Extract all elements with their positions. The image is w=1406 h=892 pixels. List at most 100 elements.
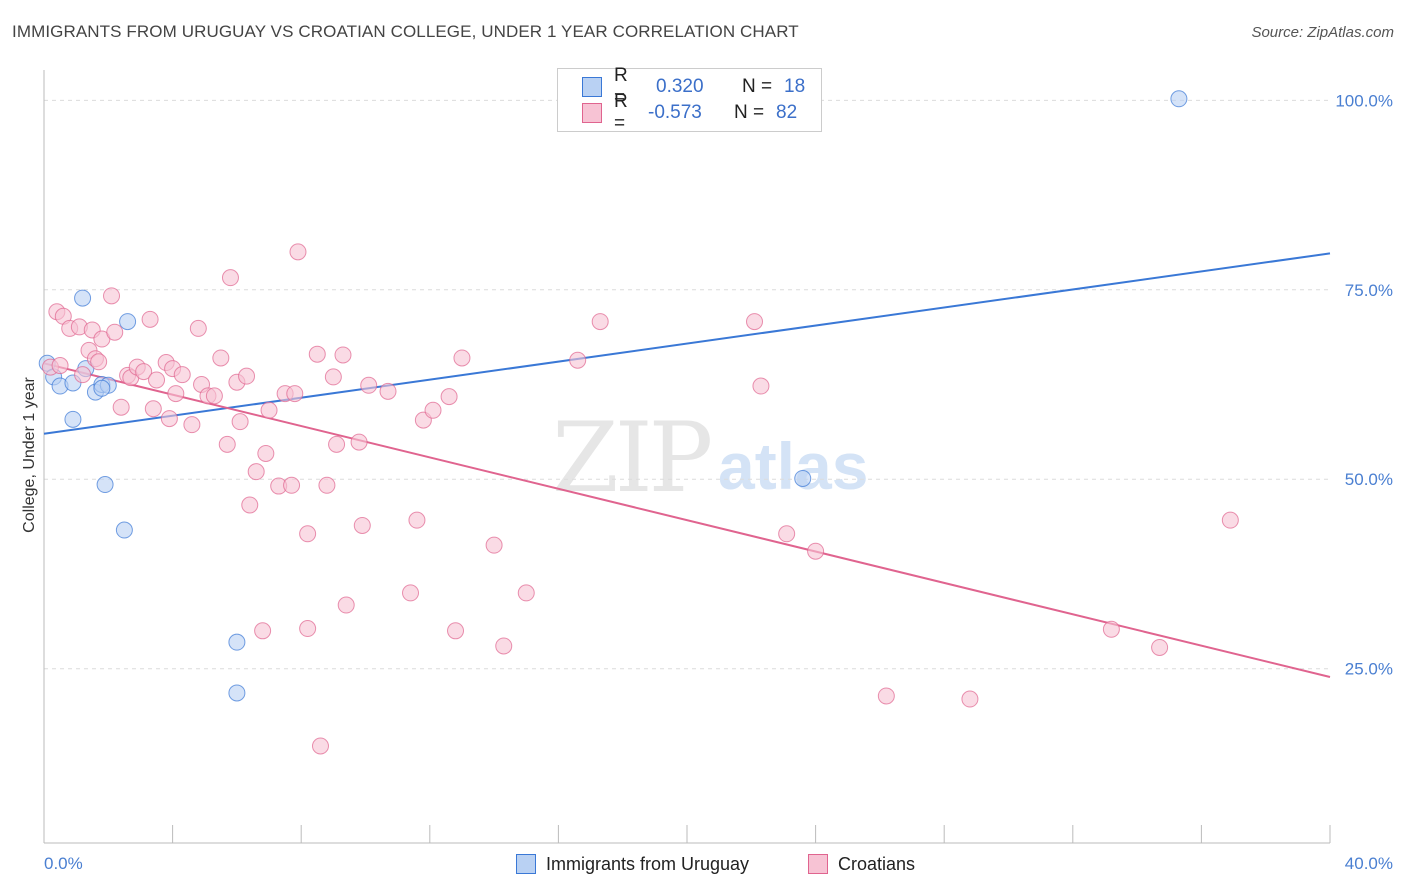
point-croatian <box>286 385 304 403</box>
point-croatian <box>144 400 162 418</box>
point-croatian <box>238 367 256 385</box>
legend-r-label: R = <box>614 65 628 108</box>
point-uruguay <box>1170 90 1188 108</box>
point-uruguay <box>96 476 114 494</box>
y-tick-label: 75.0% <box>1345 281 1393 300</box>
point-croatian <box>424 401 442 419</box>
legend-r-value: 0.320 <box>656 76 704 97</box>
point-croatian <box>517 584 535 602</box>
point-croatian <box>103 287 121 305</box>
bottom-legend-label-croatians: Croatians <box>838 853 916 874</box>
bottom-legend-swatch-uruguay <box>516 854 536 874</box>
point-croatian <box>961 690 979 708</box>
point-croatian <box>260 401 278 419</box>
point-croatian <box>141 310 159 328</box>
point-croatian <box>318 476 336 494</box>
chart-title: IMMIGRANTS FROM URUGUAY VS CROATIAN COLL… <box>12 22 799 41</box>
point-croatian <box>311 737 329 755</box>
point-croatian <box>283 476 301 494</box>
point-croatian <box>877 687 895 705</box>
legend-n-label: N = <box>734 102 765 123</box>
legend-swatch-croatians <box>582 103 602 123</box>
point-croatian <box>299 620 317 638</box>
point-croatian <box>337 596 355 614</box>
point-croatian <box>440 388 458 406</box>
point-croatian <box>212 349 230 367</box>
point-croatian <box>778 525 796 543</box>
point-uruguay <box>119 313 137 331</box>
tick-labels: 25.0% 50.0% 75.0% 100.0% 0.0% 40.0% <box>44 91 1393 873</box>
legend-n-value: 18 <box>784 76 806 97</box>
point-croatian <box>402 584 420 602</box>
point-croatian <box>254 622 272 640</box>
legend-row-uruguay: R = 0.320 N = 18 <box>582 65 806 108</box>
point-uruguay <box>228 633 246 651</box>
trend-line-croatians <box>43 362 1331 679</box>
point-croatian <box>205 387 223 405</box>
point-uruguay <box>64 410 82 428</box>
point-croatian <box>1221 511 1239 529</box>
point-croatian <box>74 366 92 384</box>
point-croatian <box>1151 638 1169 656</box>
bottom-legend-swatch-croatians <box>808 854 828 874</box>
point-croatian <box>289 243 307 261</box>
point-uruguay <box>74 289 92 307</box>
point-croatian <box>148 371 166 389</box>
legend-n-value: 82 <box>776 102 798 123</box>
point-croatian <box>299 525 317 543</box>
legend-swatch-uruguay <box>582 77 602 97</box>
point-croatian <box>167 385 185 403</box>
point-uruguay <box>115 521 133 539</box>
bottom-legend-uruguay: Immigrants from Uruguay <box>516 852 749 876</box>
watermark-zip: ZIP <box>552 402 713 514</box>
bottom-legend-croatians: Croatians <box>808 852 915 876</box>
point-croatian <box>135 363 153 381</box>
source-credit: Source: ZipAtlas.com <box>1251 24 1394 41</box>
point-croatian <box>160 410 178 428</box>
watermark-atlas: atlas <box>718 429 869 503</box>
point-croatian <box>807 542 825 560</box>
y-tick-label: 50.0% <box>1345 470 1393 489</box>
point-croatian <box>447 622 465 640</box>
point-croatian <box>485 536 503 554</box>
point-croatian <box>112 398 130 416</box>
trend-line-uruguay <box>43 252 1331 435</box>
point-croatian <box>1102 620 1120 638</box>
y-tick-label: 100.0% <box>1335 91 1393 110</box>
point-croatian <box>324 368 342 386</box>
legend-r-label: R = <box>614 91 628 134</box>
point-croatian <box>189 319 207 337</box>
y-axis-label: College, Under 1 year <box>21 377 38 533</box>
bottom-legend-label-uruguay: Immigrants from Uruguay <box>546 853 750 874</box>
point-uruguay <box>794 469 812 487</box>
point-croatian <box>495 637 513 655</box>
legend-row-croatians: R = -0.573 N = 82 <box>582 91 798 134</box>
x-tick-label: 40.0% <box>1345 854 1393 873</box>
point-croatian <box>569 351 587 369</box>
point-croatian <box>218 435 236 453</box>
point-uruguay <box>93 379 111 397</box>
point-croatian <box>241 496 259 514</box>
point-croatian <box>752 377 770 395</box>
point-croatian <box>247 463 265 481</box>
point-croatian <box>408 511 426 529</box>
axes <box>43 70 1331 844</box>
point-croatian <box>334 346 352 364</box>
point-croatian <box>453 349 471 367</box>
point-croatian <box>746 313 764 331</box>
point-croatian <box>328 435 346 453</box>
point-croatian <box>106 323 124 341</box>
point-croatian <box>221 269 239 287</box>
point-croatian <box>257 444 275 462</box>
point-croatian <box>353 516 371 534</box>
x-tick-label: 0.0% <box>44 854 83 873</box>
point-croatian <box>231 413 249 431</box>
trend-lines <box>43 252 1331 679</box>
point-croatian <box>379 382 397 400</box>
point-croatian <box>90 353 108 371</box>
correlation-legend: R = 0.320 N = 18 R = -0.573 N = 82 <box>557 65 822 134</box>
y-tick-label: 25.0% <box>1345 660 1393 679</box>
point-croatian <box>173 366 191 384</box>
data-points <box>38 90 1239 755</box>
